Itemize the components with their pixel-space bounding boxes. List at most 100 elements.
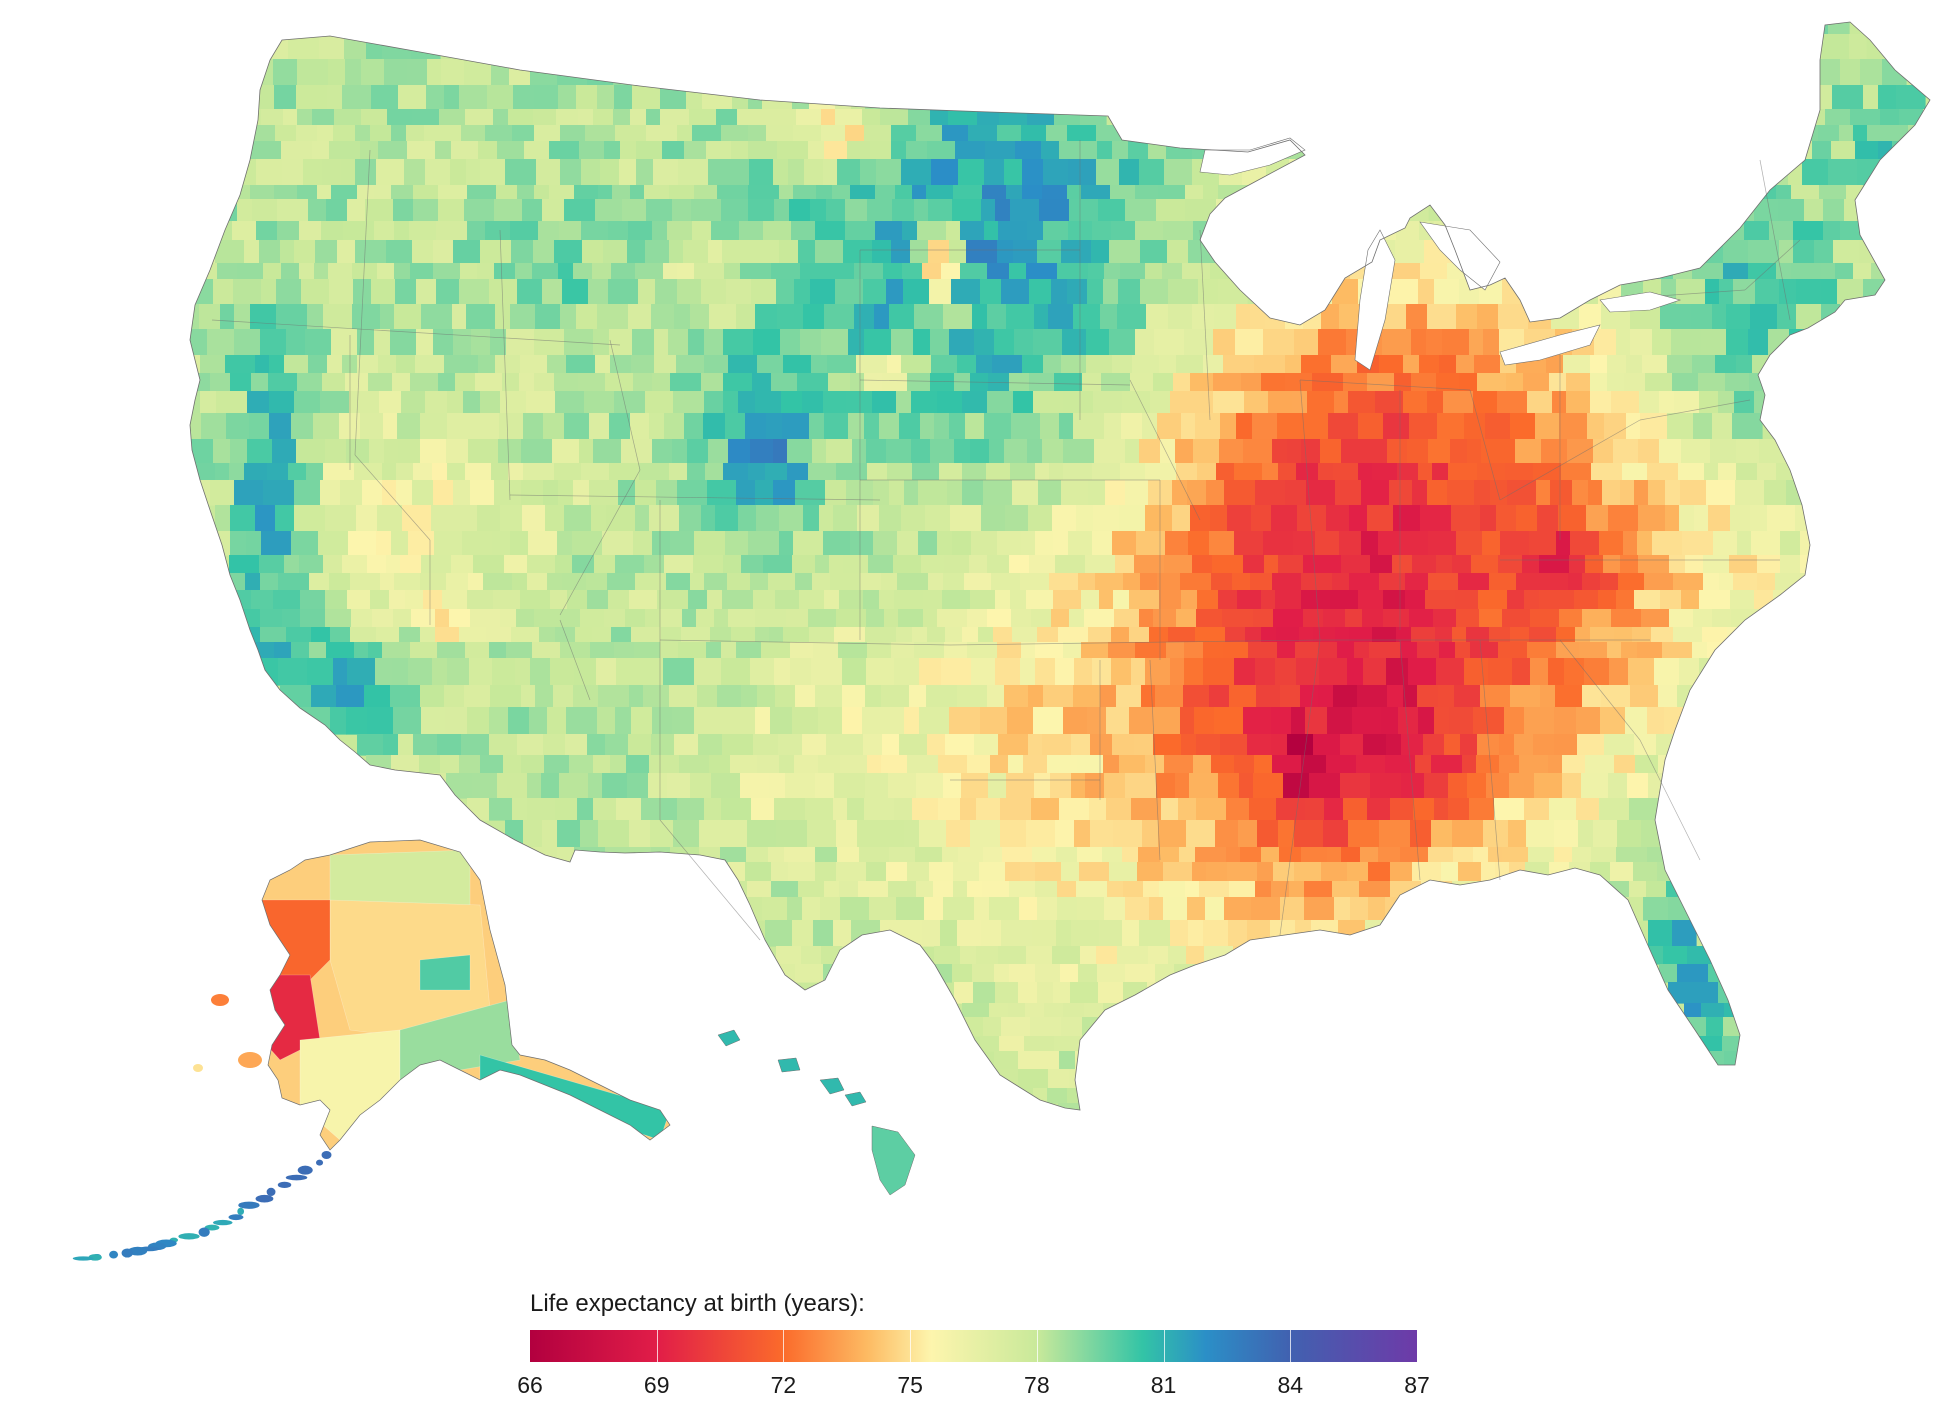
- county-cell: [1120, 263, 1146, 280]
- county-cell: [611, 263, 636, 280]
- county-cell: [1243, 555, 1265, 574]
- county-cell: [923, 590, 943, 610]
- county-cell: [284, 355, 309, 374]
- county-cell: [626, 755, 650, 774]
- county-cell: [1321, 862, 1348, 882]
- county-cell: [992, 355, 1023, 374]
- county-cell: [318, 531, 349, 556]
- county-cell: [795, 685, 816, 708]
- county-cell: [618, 480, 636, 506]
- county-cell: [1087, 279, 1104, 305]
- county-cell: [1800, 531, 1826, 556]
- county-cell: [555, 555, 573, 574]
- county-cell: [1676, 279, 1706, 305]
- county-cell: [1644, 573, 1674, 591]
- county-cell: [400, 555, 422, 574]
- county-cell: [1626, 413, 1641, 440]
- county-cell: [1182, 263, 1211, 280]
- county-cell: [472, 773, 498, 799]
- county-cell: [1350, 897, 1369, 921]
- county-cell: [1710, 1051, 1725, 1070]
- county-cell: [1698, 373, 1726, 392]
- county-cell: [902, 221, 918, 241]
- county-cell: [952, 199, 982, 222]
- county-cell: [510, 531, 529, 556]
- county-cell: [781, 391, 803, 414]
- county-cell: [1539, 590, 1561, 610]
- county-cell: [589, 480, 619, 506]
- county-cell: [230, 505, 256, 532]
- county-cell: [1097, 964, 1126, 983]
- county-cell: [768, 847, 785, 863]
- county-cell: [1272, 573, 1302, 591]
- county-cell: [725, 707, 756, 735]
- county-cell: [589, 413, 610, 440]
- county-cell: [1681, 590, 1700, 610]
- county-cell: [378, 355, 397, 374]
- county-cell: [509, 59, 531, 86]
- county-cell: [345, 59, 362, 86]
- county-cell: [256, 221, 278, 241]
- county-cell: [1255, 881, 1272, 898]
- county-cell: [329, 279, 354, 305]
- county-cell: [1821, 263, 1836, 280]
- county-cell: [1390, 881, 1422, 898]
- county-cell: [544, 755, 570, 774]
- county-cell: [866, 609, 885, 628]
- county-cell: [467, 707, 490, 735]
- county-cell: [826, 263, 855, 280]
- county-cell: [1509, 773, 1535, 799]
- county-cell: [375, 658, 393, 686]
- county-cell: [1135, 221, 1164, 241]
- county-cell: [854, 263, 884, 280]
- state-border: [1744, 239, 1801, 291]
- county-cell: [914, 642, 945, 659]
- county-cell: [1832, 85, 1864, 110]
- county-cell: [1121, 413, 1143, 440]
- county-cell: [461, 125, 486, 142]
- county-cell: [660, 609, 683, 628]
- county-cell: [1796, 279, 1822, 305]
- county-cell: [1190, 505, 1211, 532]
- county-cell: [1436, 658, 1465, 686]
- county-cell: [1176, 609, 1197, 628]
- county-cell: [944, 555, 970, 574]
- county-cell: [1737, 531, 1752, 556]
- county-cell: [721, 798, 752, 821]
- county-cell: [1253, 773, 1284, 799]
- county-cell: [1428, 847, 1454, 863]
- county-cell: [1175, 773, 1190, 799]
- county-cell: [349, 391, 380, 414]
- county-cell: [790, 642, 814, 659]
- county-cell: [1227, 505, 1252, 532]
- county-cell: [1039, 199, 1070, 222]
- county-cell: [986, 463, 1011, 481]
- county-cell: [1757, 573, 1776, 591]
- county-cell: [723, 555, 742, 574]
- county-cell: [1488, 658, 1513, 686]
- county-cell: [391, 755, 420, 774]
- county-cell: [477, 505, 501, 532]
- county-cell: [837, 159, 861, 186]
- county-cell: [383, 413, 398, 440]
- county-cell: [694, 263, 725, 280]
- county-cell: [470, 480, 495, 506]
- county-cell: [1349, 627, 1373, 643]
- county-cell: [1243, 439, 1273, 464]
- county-cell: [960, 221, 985, 241]
- county-cell: [1163, 221, 1194, 241]
- county-cell: [1401, 773, 1425, 799]
- county-cell: [962, 480, 984, 506]
- county-cell: [1640, 413, 1668, 440]
- county-cell: [887, 355, 902, 374]
- county-cell: [524, 141, 550, 160]
- county-cell: [1114, 609, 1140, 628]
- county-cell: [1063, 1003, 1085, 1018]
- county-cell: [1084, 1003, 1104, 1018]
- county-cell: [862, 109, 881, 126]
- county-cell: [644, 185, 670, 200]
- county-cell: [907, 862, 930, 882]
- county-cell: [1719, 279, 1734, 305]
- county-cell: [1358, 463, 1373, 481]
- county-cell: [478, 141, 498, 160]
